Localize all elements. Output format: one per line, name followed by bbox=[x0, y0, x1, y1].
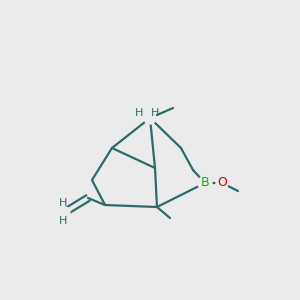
Text: O: O bbox=[217, 176, 227, 190]
Text: H: H bbox=[59, 198, 67, 208]
Text: H: H bbox=[151, 108, 159, 118]
Circle shape bbox=[216, 177, 228, 189]
Circle shape bbox=[198, 176, 212, 190]
Circle shape bbox=[60, 207, 70, 217]
Text: H: H bbox=[59, 216, 67, 226]
Circle shape bbox=[144, 112, 156, 124]
Text: H: H bbox=[135, 108, 143, 118]
Text: B: B bbox=[201, 176, 209, 190]
